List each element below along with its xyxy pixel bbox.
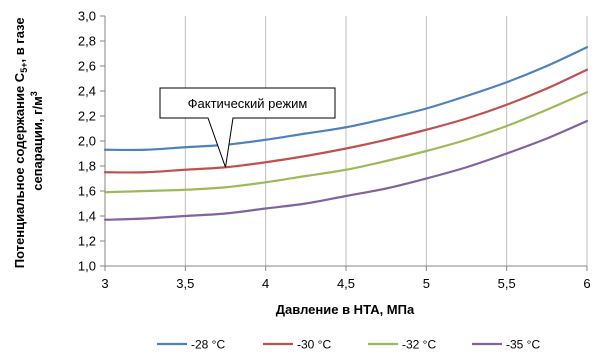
x-tick-label: 6 bbox=[583, 276, 590, 291]
series-layer bbox=[103, 46, 589, 221]
legend-label: -32 °C bbox=[402, 338, 436, 352]
x-tick-label: 3 bbox=[101, 276, 108, 291]
y-axis-title-text: Потенциальное содержание С bbox=[12, 72, 27, 268]
y-tick-label: 1,8 bbox=[78, 159, 96, 174]
y-tick-label: 1,0 bbox=[78, 259, 96, 274]
y-tick-label: 2,0 bbox=[78, 134, 96, 149]
y-axis-title-superscript: 3 bbox=[29, 91, 39, 96]
y-tick-label: 2,2 bbox=[78, 109, 96, 124]
series-line-2 bbox=[103, 68, 589, 174]
callout-box bbox=[159, 87, 336, 168]
x-tick-label: 5,5 bbox=[498, 276, 516, 291]
y-tick-label: 2,8 bbox=[78, 34, 96, 49]
legend-label: -35 °C bbox=[506, 338, 540, 352]
axis-layer bbox=[100, 15, 588, 271]
legend-label: -28 °C bbox=[191, 338, 225, 352]
y-tick-label: 1,2 bbox=[78, 234, 96, 249]
y-tick-label: 3,0 bbox=[78, 9, 96, 24]
y-axis-title-text: , в газе bbox=[12, 17, 27, 62]
y-axis-title-line1: Потенциальное содержание С5+, в газе bbox=[12, 17, 29, 268]
series-line-1 bbox=[103, 46, 589, 152]
x-tick-label: 3,5 bbox=[176, 276, 194, 291]
legend-label: -30 °C bbox=[297, 338, 331, 352]
grid-layer bbox=[104, 16, 588, 266]
y-axis-title: Потенциальное содержание С5+, в газе сеп… bbox=[12, 14, 45, 269]
series-line-4 bbox=[103, 119, 589, 221]
legend: -28 °C -30 °C -32 °C -35 °C bbox=[157, 338, 540, 352]
annotation-callout: Фактический режим bbox=[159, 87, 336, 168]
y-tick-label: 2,4 bbox=[78, 84, 96, 99]
x-tick-label: 5 bbox=[423, 276, 430, 291]
x-tick-label: 4 bbox=[262, 276, 269, 291]
series-line-3 bbox=[103, 91, 589, 194]
y-tick-label: 2,6 bbox=[78, 59, 96, 74]
y-axis-title-text: сепарации, г/м bbox=[30, 96, 45, 191]
tick-labels: 1,0 1,2 1,4 1,6 1,8 2,0 2,2 2,4 2,6 2,8 3,0 3 3,5 4 4,… bbox=[78, 9, 591, 292]
x-axis-title: Давление в НТА, МПа bbox=[276, 302, 415, 317]
callout-text: Фактический режим bbox=[188, 96, 308, 111]
y-axis-title-subscript: 5+ bbox=[19, 63, 29, 73]
y-axis-title-line2: сепарации, г/м3 bbox=[29, 91, 45, 191]
x-tick-label: 4,5 bbox=[337, 276, 355, 291]
y-tick-label: 1,4 bbox=[78, 209, 96, 224]
y-tick-label: 1,6 bbox=[78, 184, 96, 199]
